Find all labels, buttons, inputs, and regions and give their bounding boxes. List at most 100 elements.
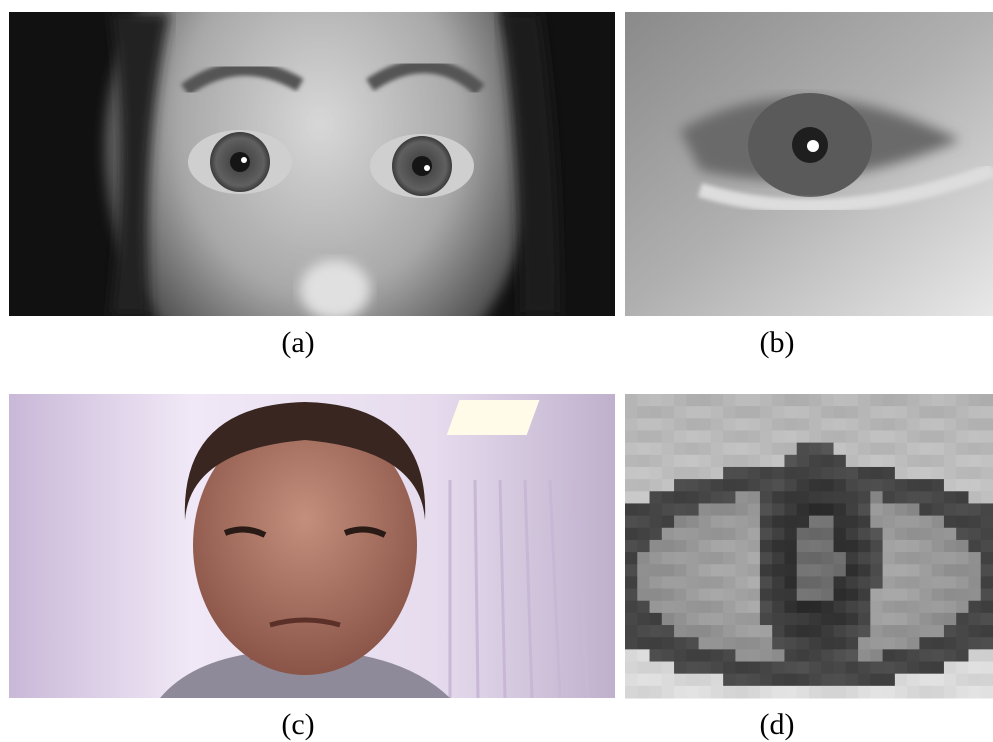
- pixel: [637, 649, 651, 663]
- pixel: [931, 685, 945, 699]
- pixel: [821, 649, 835, 663]
- pixel: [625, 552, 638, 565]
- pixel: [833, 394, 847, 407]
- pixel: [784, 637, 798, 650]
- pixel: [894, 552, 908, 565]
- pixel: [772, 418, 785, 431]
- pixel: [747, 637, 761, 650]
- pixel: [649, 625, 663, 638]
- pixel: [858, 503, 871, 517]
- pixel: [759, 576, 773, 590]
- pixel: [931, 612, 945, 626]
- pixel: [674, 442, 687, 456]
- pixel: [858, 600, 871, 614]
- pixel: [809, 418, 822, 431]
- pixel: [931, 625, 945, 638]
- pixel: [894, 394, 908, 407]
- pixel: [759, 515, 773, 529]
- pixel: [772, 600, 785, 614]
- pixel: [882, 661, 896, 675]
- pixel: [845, 442, 859, 456]
- pixel: [723, 612, 736, 626]
- pixel: [845, 515, 859, 529]
- pixel: [661, 649, 675, 663]
- pixel: [980, 649, 993, 663]
- pixel: [723, 552, 736, 565]
- pixel: [882, 454, 896, 468]
- pixel: [723, 515, 736, 529]
- pixel: [809, 588, 822, 602]
- pixel: [661, 576, 675, 590]
- pixel: [870, 418, 884, 431]
- pixel: [845, 527, 859, 541]
- pixel: [735, 406, 749, 419]
- pixel: [649, 673, 663, 687]
- pixel: [870, 503, 884, 517]
- pixel: [759, 685, 773, 699]
- pixel: [625, 564, 638, 577]
- pixel: [956, 394, 969, 407]
- pixel: [723, 466, 736, 480]
- pixel: [759, 418, 773, 431]
- pixel: [625, 418, 638, 431]
- pixel: [858, 479, 871, 492]
- pixel: [759, 649, 773, 663]
- pixel: [649, 685, 663, 699]
- pixel: [931, 479, 945, 492]
- pixel: [747, 491, 761, 504]
- pixel: [796, 479, 810, 492]
- pixel: [649, 588, 663, 602]
- pixel: [882, 552, 896, 565]
- pixel: [710, 515, 724, 529]
- pixel: [747, 539, 761, 553]
- pixel: [686, 454, 700, 468]
- pixel: [845, 637, 859, 650]
- pixel: [931, 491, 945, 504]
- pixel: [907, 527, 920, 541]
- pixel: [968, 685, 982, 699]
- pixel: [698, 588, 712, 602]
- pixel: [649, 649, 663, 663]
- pixel: [637, 552, 651, 565]
- pixel: [931, 430, 945, 444]
- pixel: [858, 527, 871, 541]
- pixel: [833, 564, 847, 577]
- pixel: [943, 442, 957, 456]
- pixel: [674, 552, 687, 565]
- pixel: [907, 454, 920, 468]
- pixel: [956, 454, 969, 468]
- pixel: [637, 612, 651, 626]
- pixel: [796, 637, 810, 650]
- pixel: [943, 661, 957, 675]
- pixel: [772, 637, 785, 650]
- pixel: [698, 394, 712, 407]
- pixel: [649, 454, 663, 468]
- pixel: [759, 442, 773, 456]
- pixel: [784, 430, 798, 444]
- pixel: [858, 539, 871, 553]
- pixel: [625, 600, 638, 614]
- pixel: [821, 673, 835, 687]
- pixel: [649, 539, 663, 553]
- pixel: [698, 637, 712, 650]
- pixel: [723, 649, 736, 663]
- pixel: [723, 454, 736, 468]
- pixel: [674, 394, 687, 407]
- pixel: [833, 466, 847, 480]
- pixel: [796, 588, 810, 602]
- pixel: [674, 600, 687, 614]
- pixel: [674, 685, 687, 699]
- pixel: [649, 527, 663, 541]
- pixel: [710, 418, 724, 431]
- pixel: [833, 406, 847, 419]
- pixel: [796, 515, 810, 529]
- pixel: [833, 576, 847, 590]
- pixel: [833, 661, 847, 675]
- pixel: [710, 552, 724, 565]
- pixel: [809, 612, 822, 626]
- pixel: [821, 503, 835, 517]
- pixel: [870, 466, 884, 480]
- pixel: [833, 588, 847, 602]
- pixel: [784, 527, 798, 541]
